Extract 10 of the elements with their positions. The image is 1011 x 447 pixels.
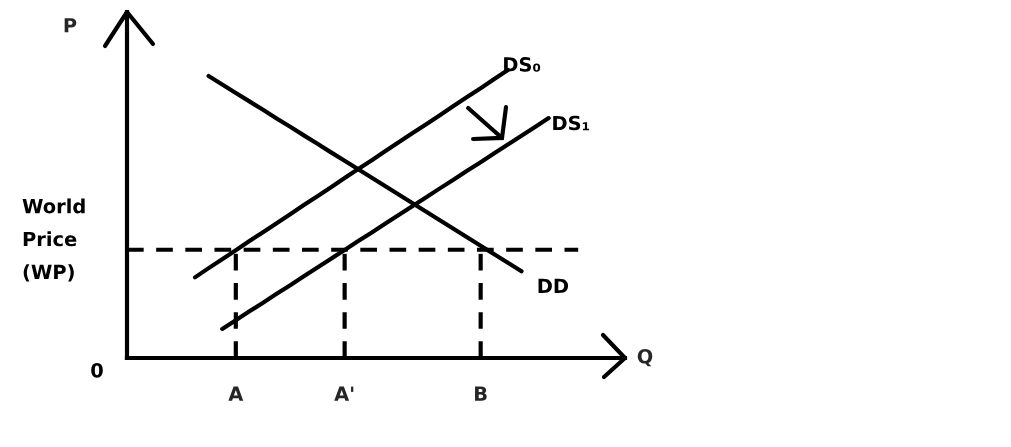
series-label: DS₁: [553, 115, 590, 131]
x-tick-label: A: [228, 386, 244, 401]
x-tick-label: A': [334, 386, 354, 401]
series-label: DS₀: [504, 57, 541, 72]
ref-line-label: World Price (WP): [22, 198, 85, 282]
x-tick-label: B: [475, 386, 487, 401]
x-axis-title: Q: [637, 348, 653, 367]
series-label: DD: [538, 278, 569, 294]
text: 0: [91, 362, 103, 378]
y-axis-title: P: [64, 18, 77, 33]
